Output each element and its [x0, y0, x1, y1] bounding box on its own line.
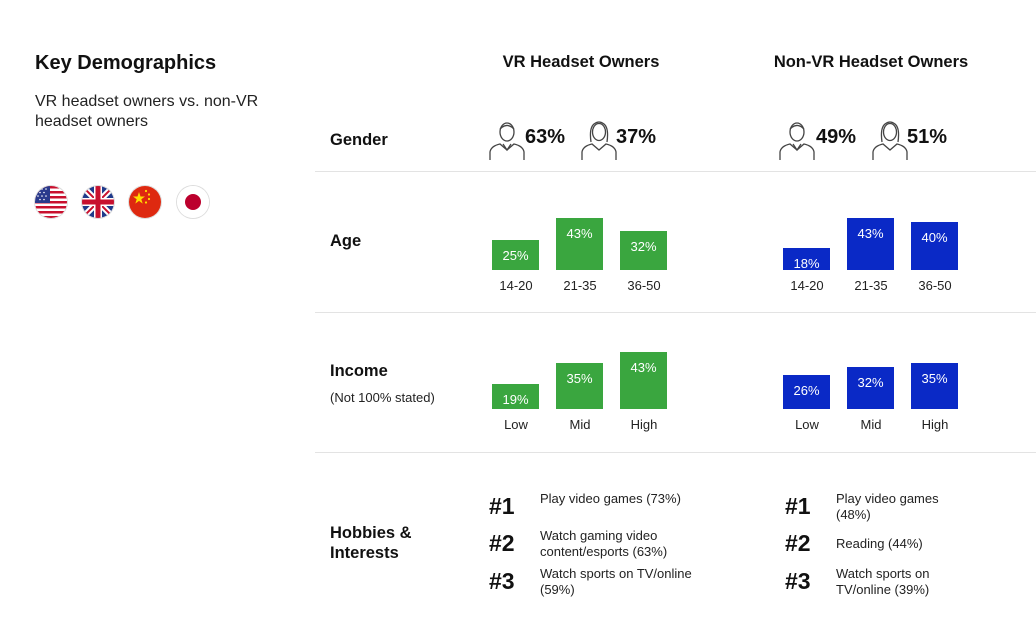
row-label-hobbies: Hobbies & Interests: [330, 524, 412, 562]
male-person-icon: [489, 122, 525, 160]
female-person-icon: [581, 121, 617, 160]
japan-flag-icon: [177, 186, 209, 218]
hobby-item: Watch gaming video content/esports (63%): [540, 528, 668, 559]
hobby-item: Reading (44%): [836, 536, 923, 551]
hobby-rank: #2: [785, 530, 811, 556]
hobby-item: Play video games (73%): [540, 491, 681, 506]
chart-bar: [847, 218, 894, 270]
chart-bar: [620, 231, 667, 270]
column-header-nonvr: Non-VR Headset Owners: [773, 53, 969, 71]
row-label-income: Income: [330, 362, 388, 380]
category-tick-label: 36-50: [627, 278, 661, 293]
page-subtitle: VR headset owners vs. non-VR headset own…: [35, 93, 259, 130]
hobby-rank: #3: [489, 568, 515, 594]
china-flag-icon: [129, 186, 161, 218]
category-tick-label: 14-20: [499, 278, 533, 293]
bar-value-label: 32%: [630, 239, 657, 254]
category-tick-label: 14-20: [790, 278, 824, 293]
chart-bar: [556, 363, 603, 409]
bar-value-label: 26%: [793, 383, 820, 398]
chart-bar: [492, 240, 539, 270]
hobby-rank: #2: [489, 530, 515, 556]
bar-value-label: 40%: [921, 230, 948, 245]
row-label-gender: Gender: [330, 131, 388, 149]
bar-value-label: 35%: [921, 371, 948, 386]
gender-nonvr-male-value: 49%: [816, 126, 857, 148]
chart-bar: [492, 384, 539, 409]
chart-bar: [620, 352, 667, 409]
hobby-item: Watch sports on TV/online (59%): [540, 566, 692, 597]
gender-nonvr-female-value: 51%: [907, 126, 948, 148]
divider-line: [315, 171, 1036, 172]
row-label-age: Age: [330, 232, 362, 250]
female-person-icon: [872, 121, 908, 160]
category-tick-label: 21-35: [854, 278, 888, 293]
bar-value-label: 18%: [793, 256, 820, 271]
category-tick-label: High: [630, 417, 658, 432]
hobby-rank: #1: [489, 493, 515, 519]
us-flag-icon: [35, 186, 67, 218]
bar-value-label: 32%: [857, 375, 884, 390]
hobby-item: Play video games (48%): [836, 491, 939, 522]
bar-value-label: 43%: [566, 226, 593, 241]
uk-flag-icon: [82, 186, 114, 218]
category-tick-label: Low: [504, 417, 528, 432]
chart-bar: [911, 363, 958, 409]
divider-line: [315, 452, 1036, 453]
hobby-rank: #1: [785, 493, 811, 519]
bar-value-label: 35%: [566, 371, 593, 386]
column-header-vr: VR Headset Owners: [502, 53, 660, 71]
divider-line: [315, 312, 1036, 313]
bar-value-label: 43%: [857, 226, 884, 241]
chart-bar: [783, 375, 830, 409]
male-person-icon: [779, 122, 815, 160]
row-label-income-note: (Not 100% stated): [330, 390, 435, 405]
chart-bar: [783, 248, 830, 270]
bar-value-label: 43%: [630, 360, 657, 375]
hobby-rank: #3: [785, 568, 811, 594]
chart-bar: [556, 218, 603, 270]
bar-value-label: 25%: [502, 248, 529, 263]
chart-bar: [847, 367, 894, 409]
category-tick-label: 21-35: [563, 278, 597, 293]
page-title: Key Demographics: [35, 52, 217, 74]
gender-vr-male-value: 63%: [525, 126, 566, 148]
category-tick-label: Mid: [569, 417, 591, 432]
hobby-item: Watch sports on TV/online (39%): [836, 566, 930, 597]
bar-value-label: 19%: [502, 392, 529, 407]
category-tick-label: Mid: [860, 417, 882, 432]
gender-vr-female-value: 37%: [616, 126, 657, 148]
category-tick-label: Low: [795, 417, 819, 432]
chart-bar: [911, 222, 958, 270]
category-tick-label: High: [921, 417, 949, 432]
category-tick-label: 36-50: [918, 278, 952, 293]
